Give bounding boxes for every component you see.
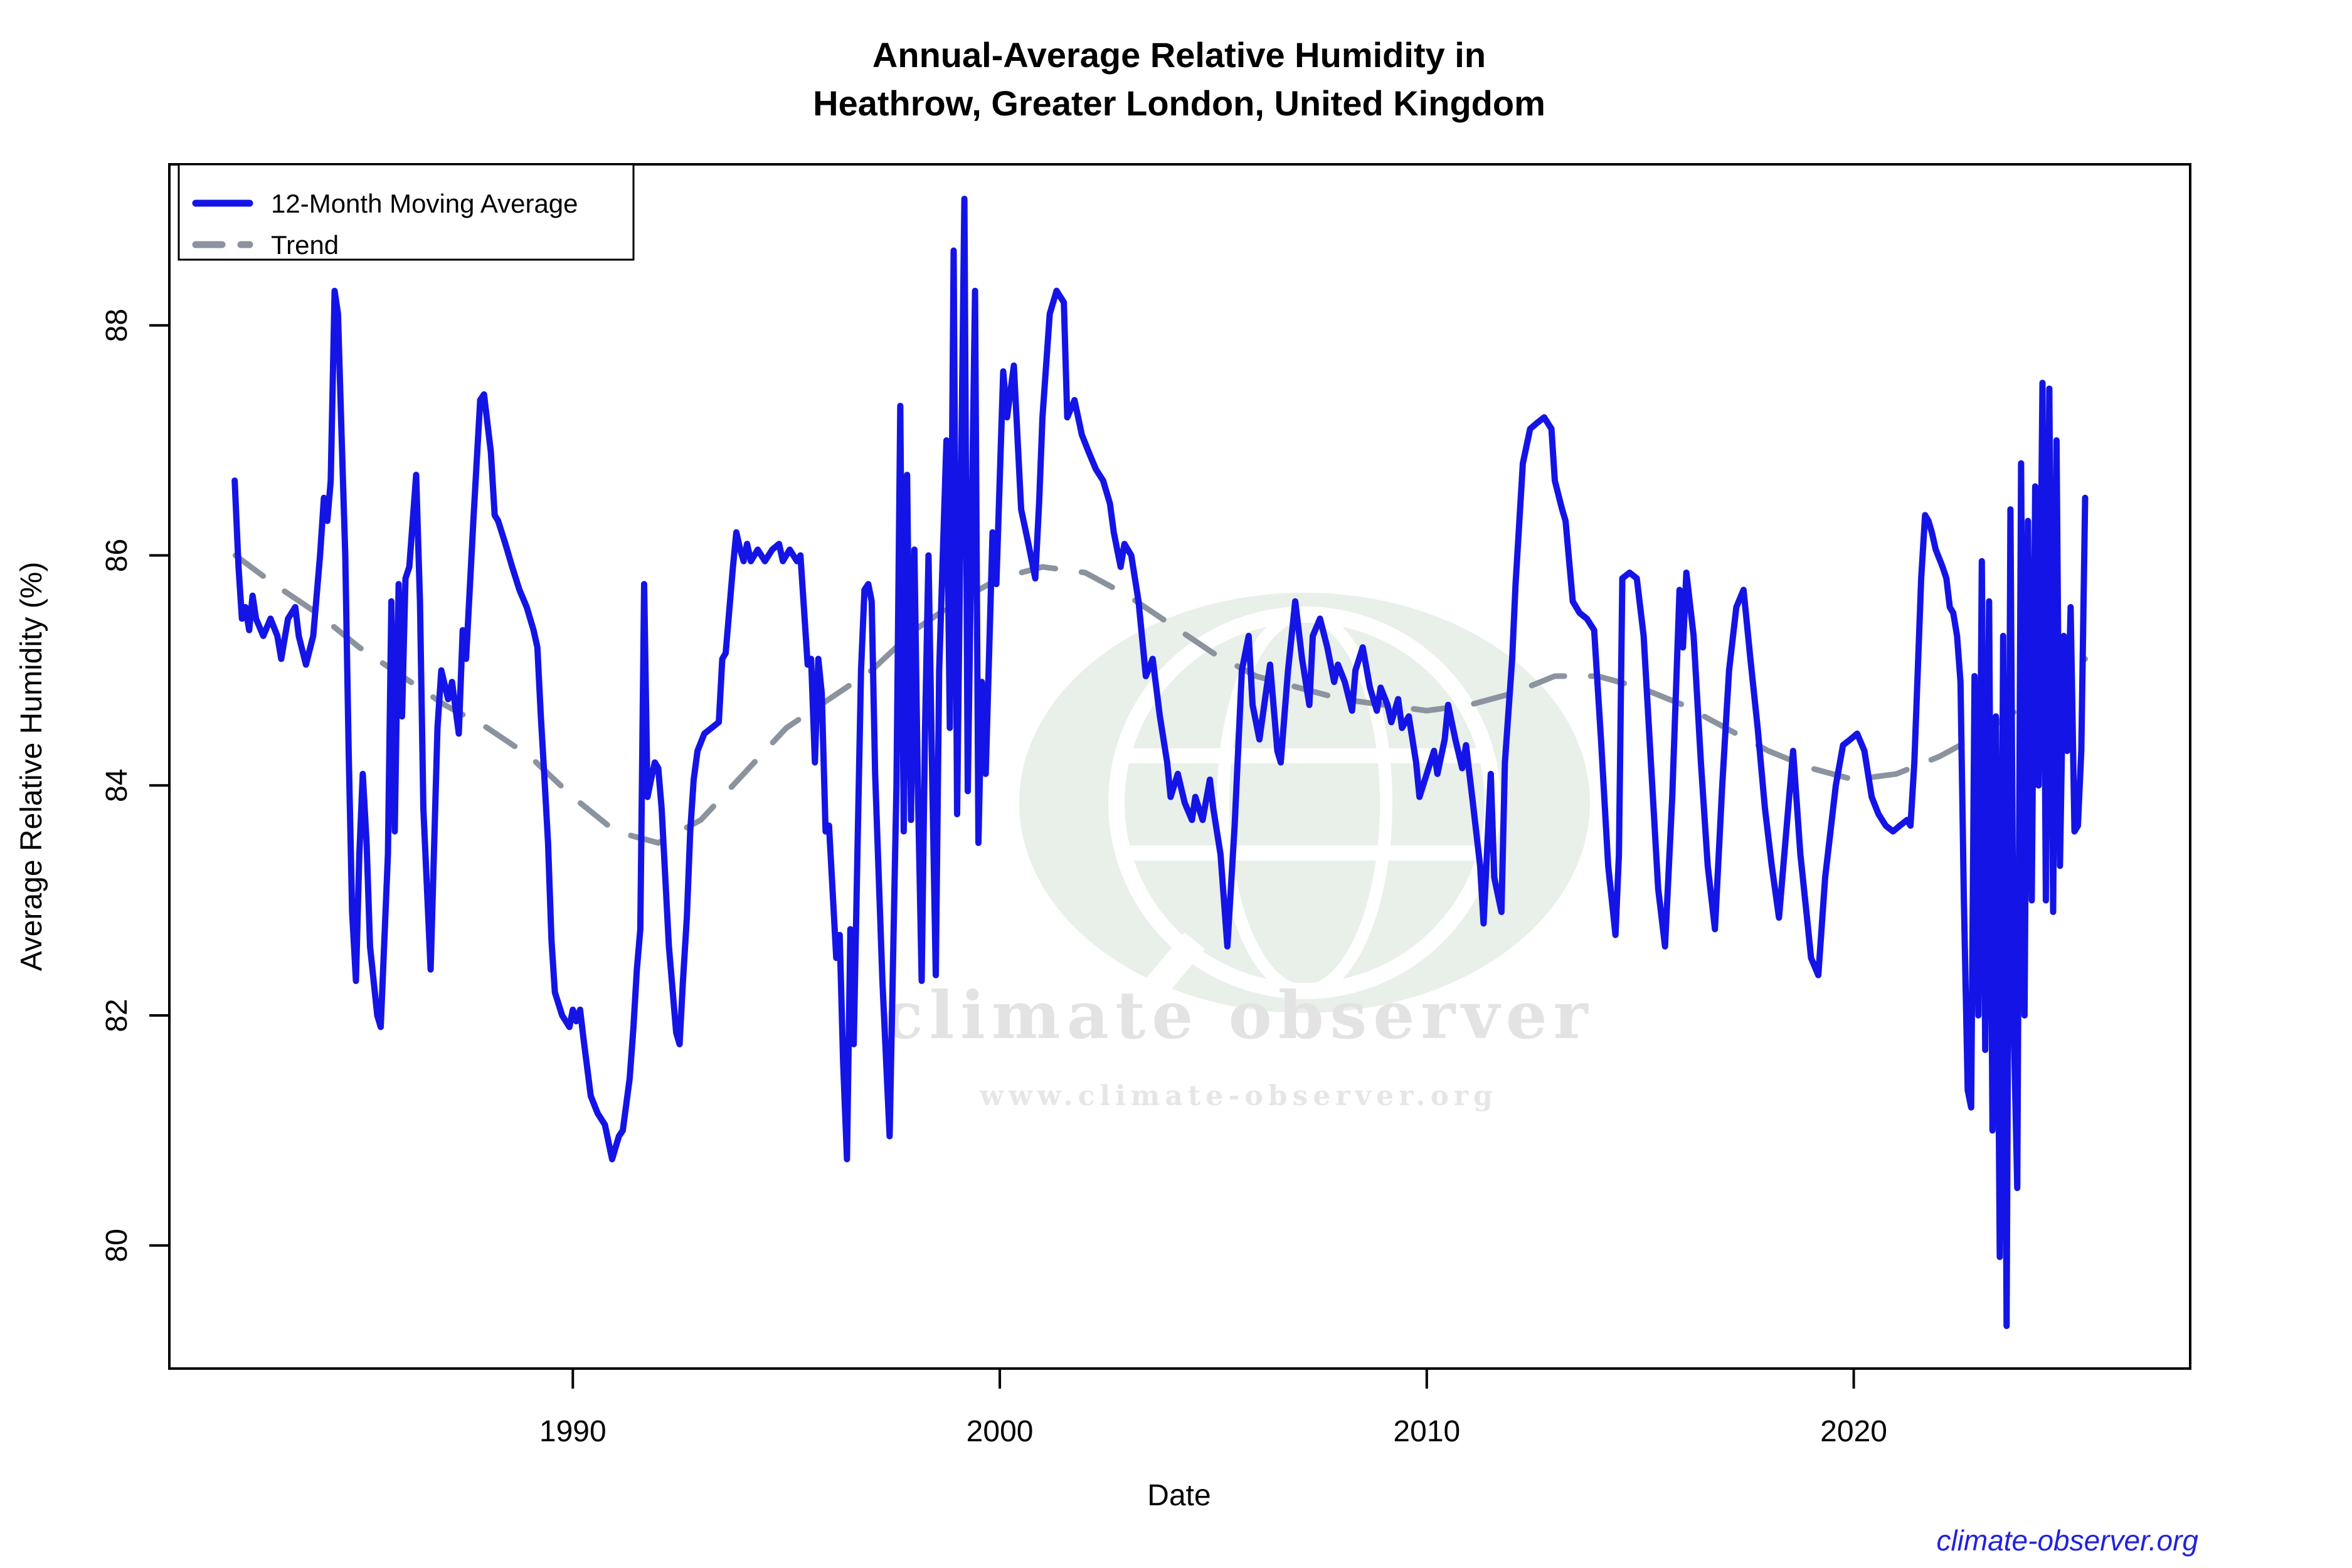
x-axis-ticks: 1990 2000 2010 2020 <box>539 1369 1887 1448</box>
x-tick-label: 2000 <box>967 1415 1034 1448</box>
x-tick-label: 2020 <box>1820 1415 1887 1448</box>
x-tick-label: 2010 <box>1393 1415 1460 1448</box>
x-tick-label: 1990 <box>539 1415 607 1448</box>
y-axis-title: Average Relative Humidity (%) <box>15 562 48 972</box>
watermark-brand-text: climate observer <box>883 977 1594 1054</box>
y-axis-ticks: 80 82 84 86 88 <box>100 309 169 1262</box>
watermark-logo <box>1019 593 1590 1013</box>
chart-title-line1: Annual-Average Relative Humidity in <box>872 35 1486 75</box>
moving-average-line <box>231 196 2089 1330</box>
legend: 12-Month Moving Average Trend <box>177 163 635 261</box>
y-tick-label: 84 <box>100 769 134 802</box>
footer-site-link[interactable]: climate-observer.org <box>1936 1524 2198 1557</box>
x-axis-title: Date <box>1147 1479 1210 1512</box>
y-tick-label: 82 <box>100 999 134 1032</box>
plot-area-border <box>168 163 2191 1370</box>
chart-title-line2: Heathrow, Greater London, United Kingdom <box>813 83 1545 123</box>
watermark: climate observer www.climate-observer.or… <box>883 593 1594 1112</box>
legend-label-moving-average: 12-Month Moving Average <box>271 189 578 218</box>
legend-label-trend: Trend <box>271 230 339 260</box>
watermark-url-text: www.climate-observer.org <box>979 1080 1498 1112</box>
y-tick-label: 86 <box>100 539 134 572</box>
y-tick-label: 88 <box>100 309 134 342</box>
y-tick-label: 80 <box>100 1229 134 1262</box>
legend-box <box>177 163 635 261</box>
